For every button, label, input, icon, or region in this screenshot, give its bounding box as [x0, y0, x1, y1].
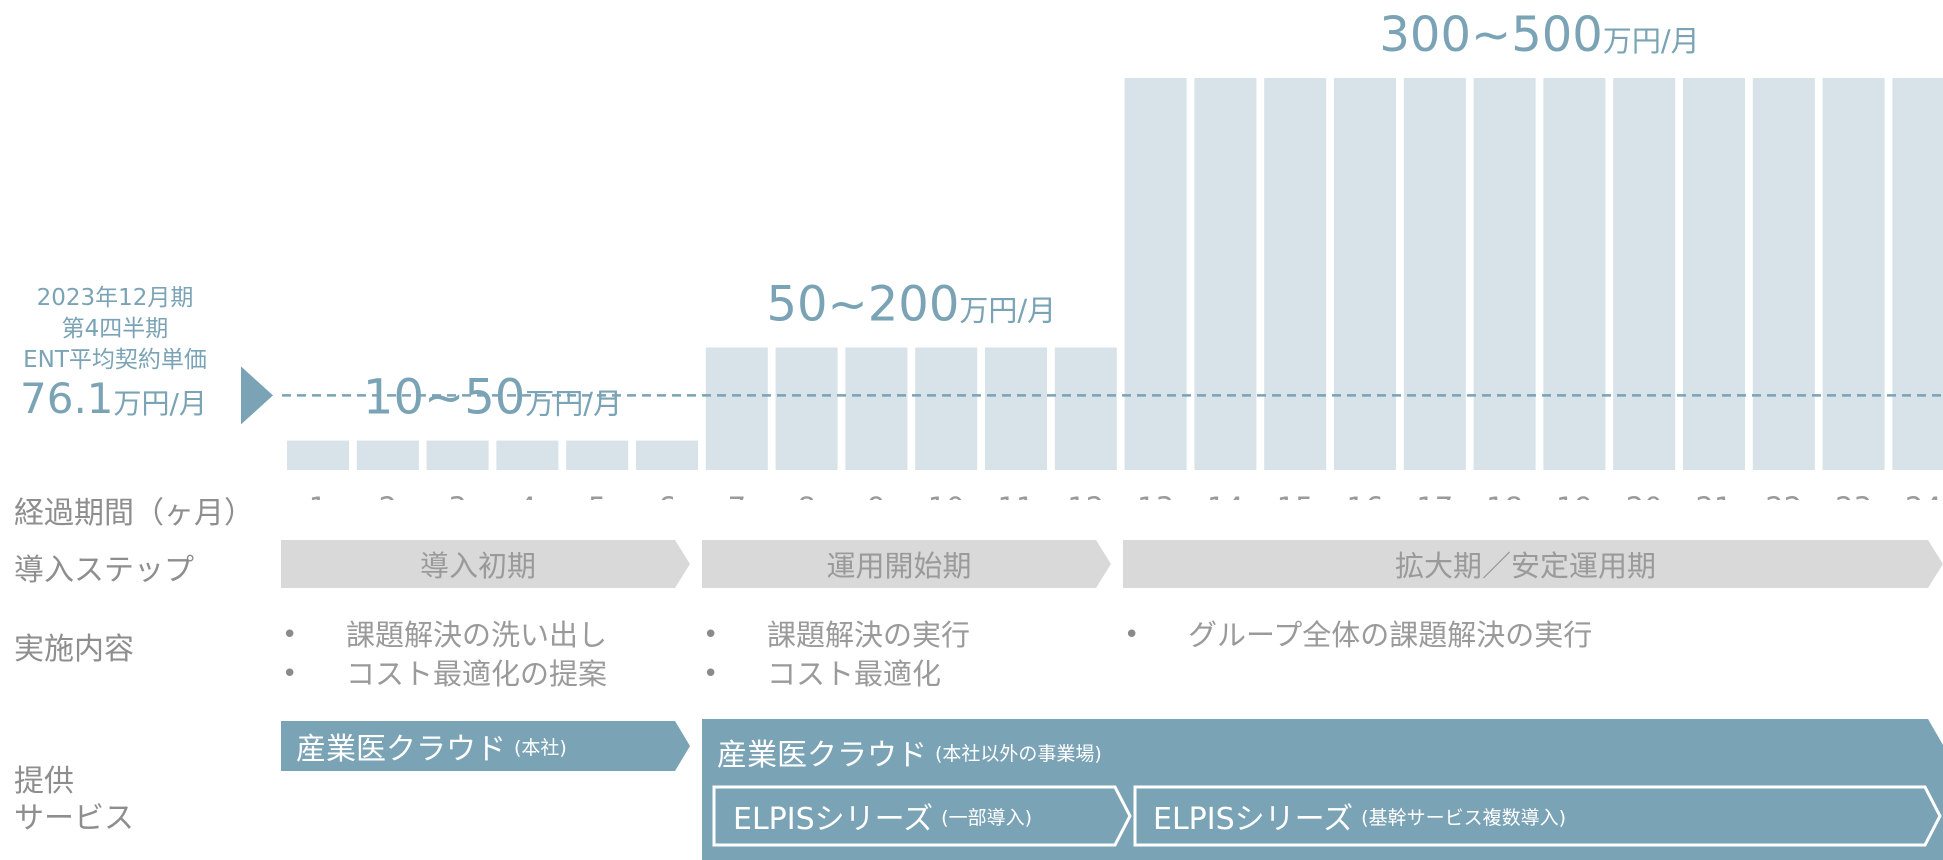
- bar-month-18: [1473, 78, 1536, 470]
- month-tick-2: 2: [379, 491, 397, 500]
- bar-month-22: [1752, 78, 1815, 470]
- month-tick-1: 1: [309, 491, 327, 500]
- content-list-expansion: グループ全体の課題解決の実行: [1124, 616, 1592, 655]
- month-tick-13: 13: [1137, 491, 1174, 500]
- bar-month-16: [1334, 78, 1396, 470]
- bar-month-23: [1822, 78, 1885, 470]
- bar-month-21: [1683, 78, 1745, 470]
- content-item: グループ全体の課題解決の実行: [1124, 616, 1592, 655]
- bar-month-19: [1543, 78, 1606, 470]
- service-elpis-partial-label: ELPISシリーズ (一部導入): [733, 791, 1032, 841]
- content-list-initial: 課題解決の洗い出し コスト最適化の提案: [282, 616, 607, 694]
- content-list-operation: 課題解決の実行 コスト最適化: [703, 616, 970, 694]
- contract-growth-chart: 1234567891011121314151617181920212223241…: [241, 7, 1943, 500]
- bar-month-7: [705, 347, 768, 470]
- service-hq-sub: (本社): [514, 736, 567, 759]
- bar-month-3: [426, 440, 489, 470]
- bar-month-6: [636, 440, 698, 470]
- service-hq-label: 産業医クラウド (本社): [296, 721, 567, 771]
- month-tick-24: 24: [1905, 491, 1942, 500]
- row-label-service-2: サービス: [14, 801, 134, 836]
- tier-price-label-2: 50~200万円/月: [766, 277, 1056, 333]
- bar-month-5: [566, 440, 629, 470]
- service-other-sites-label: 産業医クラウド (本社以外の事業場): [717, 727, 1102, 777]
- step-label-operation: 運用開始期: [826, 549, 972, 583]
- row-label-period: 経過期間（ヶ月）: [14, 496, 254, 531]
- bar-month-2: [356, 440, 419, 470]
- bar-month-9: [845, 347, 908, 470]
- service-hq-main: 産業医クラウド: [296, 732, 506, 767]
- bar-month-20: [1613, 78, 1676, 470]
- reference-value-unit: 万円/月: [113, 387, 207, 420]
- service-elpis-partial-sub: (一部導入): [941, 806, 1032, 829]
- content-item: コスト最適化: [703, 655, 970, 694]
- month-tick-14: 14: [1207, 491, 1244, 500]
- bar-month-13: [1124, 78, 1187, 470]
- reference-period-label: 2023年12月期: [36, 285, 194, 311]
- bar-month-10: [915, 347, 978, 470]
- step-label-initial: 導入初期: [419, 549, 536, 583]
- bar-month-4: [496, 440, 559, 470]
- bar-month-12: [1054, 347, 1117, 470]
- service-elpis-multiple-sub: (基幹サービス複数導入): [1361, 806, 1566, 829]
- content-item: コスト最適化の提案: [282, 655, 607, 694]
- content-item: 課題解決の実行: [703, 616, 970, 655]
- bar-month-11: [985, 347, 1047, 470]
- month-tick-12: 12: [1067, 491, 1104, 500]
- month-tick-16: 16: [1347, 491, 1384, 500]
- month-tick-21: 21: [1696, 491, 1733, 500]
- month-tick-20: 20: [1626, 491, 1663, 500]
- service-other-sites-sub: (本社以外の事業場): [935, 742, 1102, 765]
- month-tick-22: 22: [1765, 491, 1802, 500]
- service-elpis-multiple-main: ELPISシリーズ: [1153, 802, 1354, 837]
- bar-month-17: [1403, 78, 1466, 470]
- bar-month-8: [775, 347, 838, 470]
- bar-month-15: [1264, 78, 1327, 470]
- row-label-content: 実施内容: [14, 632, 134, 667]
- month-tick-10: 10: [928, 491, 965, 500]
- month-tick-4: 4: [518, 491, 536, 500]
- service-other-sites-main: 産業医クラウド: [717, 738, 927, 773]
- month-tick-8: 8: [797, 491, 815, 500]
- row-label-service-1: 提供: [14, 764, 74, 799]
- month-tick-15: 15: [1277, 491, 1314, 500]
- service-elpis-multiple-label: ELPISシリーズ (基幹サービス複数導入): [1153, 791, 1566, 841]
- month-tick-19: 19: [1556, 491, 1593, 500]
- month-tick-17: 17: [1416, 491, 1453, 500]
- row-label-step: 導入ステップ: [14, 553, 194, 588]
- service-elpis-partial-main: ELPISシリーズ: [733, 802, 934, 837]
- month-tick-3: 3: [448, 491, 466, 500]
- reference-quarter-label: 第4四半期: [61, 316, 169, 342]
- month-tick-11: 11: [998, 491, 1035, 500]
- month-tick-18: 18: [1486, 491, 1523, 500]
- month-tick-23: 23: [1835, 491, 1872, 500]
- month-tick-6: 6: [658, 491, 676, 500]
- step-label-expansion: 拡大期／安定運用期: [1394, 549, 1656, 583]
- bar-month-1: [287, 440, 349, 470]
- reference-metric-label: ENT平均契約単価: [23, 347, 207, 373]
- month-tick-5: 5: [588, 491, 606, 500]
- tier-price-label-1: 10~50万円/月: [363, 370, 622, 426]
- month-tick-9: 9: [867, 491, 885, 500]
- tier-price-label-3: 300~500万円/月: [1379, 7, 1699, 63]
- reference-value: 76.1万円/月: [20, 374, 207, 423]
- month-tick-7: 7: [728, 491, 746, 500]
- bar-month-24: [1892, 78, 1943, 470]
- reference-marker: [241, 366, 273, 425]
- bar-month-14: [1194, 78, 1257, 470]
- reference-value-number: 76.1: [20, 374, 114, 423]
- content-item: 課題解決の洗い出し: [282, 616, 607, 655]
